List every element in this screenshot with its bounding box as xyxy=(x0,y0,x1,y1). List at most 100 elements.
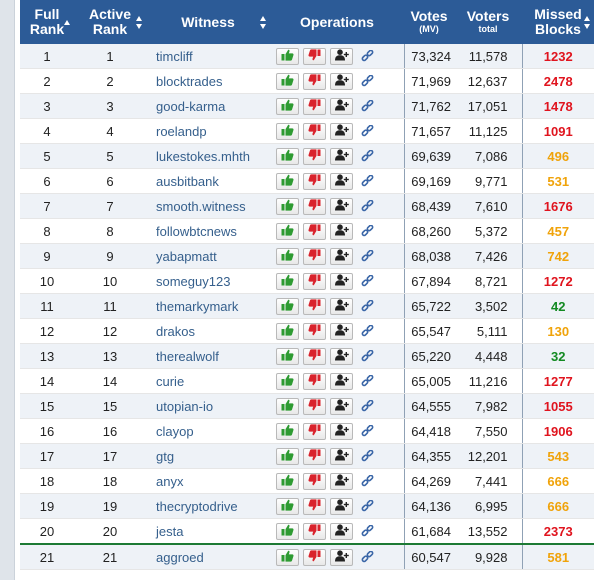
witness-link[interactable]: blocktrades xyxy=(156,73,223,89)
set-proxy-button[interactable] xyxy=(330,347,353,365)
disapprove-button[interactable] xyxy=(303,497,326,515)
set-proxy-button[interactable] xyxy=(330,447,353,465)
approve-button[interactable] xyxy=(276,322,299,340)
link-icon[interactable] xyxy=(361,474,374,488)
disapprove-button[interactable] xyxy=(303,272,326,290)
approve-button[interactable] xyxy=(276,447,299,465)
witness-link[interactable]: followbtcnews xyxy=(156,223,237,239)
set-proxy-button[interactable] xyxy=(330,97,353,115)
set-proxy-button[interactable] xyxy=(330,172,353,190)
witness-link[interactable]: curie xyxy=(156,373,185,389)
approve-button[interactable] xyxy=(276,548,299,566)
approve-button[interactable] xyxy=(276,422,299,440)
witness-link[interactable]: anyx xyxy=(156,473,184,489)
disapprove-button[interactable] xyxy=(303,47,326,65)
witness-link[interactable]: jesta xyxy=(156,523,184,539)
set-proxy-button[interactable] xyxy=(330,372,353,390)
disapprove-button[interactable] xyxy=(303,422,326,440)
witness-link[interactable]: therealwolf xyxy=(156,348,219,364)
disapprove-button[interactable] xyxy=(303,322,326,340)
set-proxy-button[interactable] xyxy=(330,147,353,165)
disapprove-button[interactable] xyxy=(303,122,326,140)
disapprove-button[interactable] xyxy=(303,197,326,215)
approve-button[interactable] xyxy=(276,347,299,365)
disapprove-button[interactable] xyxy=(303,447,326,465)
approve-button[interactable] xyxy=(276,397,299,415)
full-rank-header[interactable]: Full Rank xyxy=(20,0,74,44)
approve-button[interactable] xyxy=(276,372,299,390)
disapprove-button[interactable] xyxy=(303,522,326,540)
link-icon[interactable] xyxy=(361,550,374,564)
set-proxy-button[interactable] xyxy=(330,272,353,290)
votes-header[interactable]: Votes (MV) xyxy=(404,0,454,44)
witness-link[interactable]: ausbitbank xyxy=(156,173,219,189)
approve-button[interactable] xyxy=(276,172,299,190)
set-proxy-button[interactable] xyxy=(330,247,353,265)
disapprove-button[interactable] xyxy=(303,72,326,90)
witness-link[interactable]: smooth.witness xyxy=(156,198,246,214)
link-icon[interactable] xyxy=(361,174,374,188)
witness-link[interactable]: roelandp xyxy=(156,123,207,139)
disapprove-button[interactable] xyxy=(303,397,326,415)
link-icon[interactable] xyxy=(361,299,374,313)
active-rank-header[interactable]: Active Rank xyxy=(74,0,146,44)
disapprove-button[interactable] xyxy=(303,297,326,315)
approve-button[interactable] xyxy=(276,147,299,165)
set-proxy-button[interactable] xyxy=(330,222,353,240)
set-proxy-button[interactable] xyxy=(330,522,353,540)
witness-link[interactable]: someguy123 xyxy=(156,273,231,289)
set-proxy-button[interactable] xyxy=(330,397,353,415)
link-icon[interactable] xyxy=(361,124,374,138)
link-icon[interactable] xyxy=(361,99,374,113)
link-icon[interactable] xyxy=(361,399,374,413)
link-icon[interactable] xyxy=(361,199,374,213)
approve-button[interactable] xyxy=(276,297,299,315)
link-icon[interactable] xyxy=(361,374,374,388)
set-proxy-button[interactable] xyxy=(330,548,353,566)
approve-button[interactable] xyxy=(276,522,299,540)
link-icon[interactable] xyxy=(361,524,374,538)
witness-link[interactable]: gtg xyxy=(156,448,175,464)
link-icon[interactable] xyxy=(361,274,374,288)
disapprove-button[interactable] xyxy=(303,172,326,190)
witness-link[interactable]: drakos xyxy=(156,323,196,339)
witness-link[interactable]: clayop xyxy=(156,423,194,439)
witness-link[interactable]: yabapmatt xyxy=(156,248,217,264)
approve-button[interactable] xyxy=(276,47,299,65)
approve-button[interactable] xyxy=(276,197,299,215)
witness-link[interactable]: lukestokes.mhth xyxy=(156,148,250,164)
disapprove-button[interactable] xyxy=(303,548,326,566)
set-proxy-button[interactable] xyxy=(330,47,353,65)
set-proxy-button[interactable] xyxy=(330,197,353,215)
witness-link[interactable]: good-karma xyxy=(156,98,226,114)
set-proxy-button[interactable] xyxy=(330,297,353,315)
set-proxy-button[interactable] xyxy=(330,472,353,490)
set-proxy-button[interactable] xyxy=(330,422,353,440)
witness-link[interactable]: themarkymark xyxy=(156,298,239,314)
disapprove-button[interactable] xyxy=(303,347,326,365)
approve-button[interactable] xyxy=(276,472,299,490)
witness-link[interactable]: utopian-io xyxy=(156,398,214,414)
witness-link[interactable]: aggroed xyxy=(156,549,204,565)
link-icon[interactable] xyxy=(361,424,374,438)
approve-button[interactable] xyxy=(276,247,299,265)
disapprove-button[interactable] xyxy=(303,472,326,490)
witness-link[interactable]: thecryptodrive xyxy=(156,498,238,514)
disapprove-button[interactable] xyxy=(303,372,326,390)
disapprove-button[interactable] xyxy=(303,97,326,115)
link-icon[interactable] xyxy=(361,249,374,263)
witness-link[interactable]: timcliff xyxy=(156,48,193,64)
set-proxy-button[interactable] xyxy=(330,72,353,90)
disapprove-button[interactable] xyxy=(303,222,326,240)
approve-button[interactable] xyxy=(276,72,299,90)
link-icon[interactable] xyxy=(361,49,374,63)
disapprove-button[interactable] xyxy=(303,147,326,165)
link-icon[interactable] xyxy=(361,324,374,338)
link-icon[interactable] xyxy=(361,224,374,238)
set-proxy-button[interactable] xyxy=(330,497,353,515)
voters-header[interactable]: Voters total xyxy=(454,0,522,44)
link-icon[interactable] xyxy=(361,74,374,88)
missed-blocks-header[interactable]: Missed Blocks xyxy=(522,0,594,44)
link-icon[interactable] xyxy=(361,149,374,163)
set-proxy-button[interactable] xyxy=(330,122,353,140)
